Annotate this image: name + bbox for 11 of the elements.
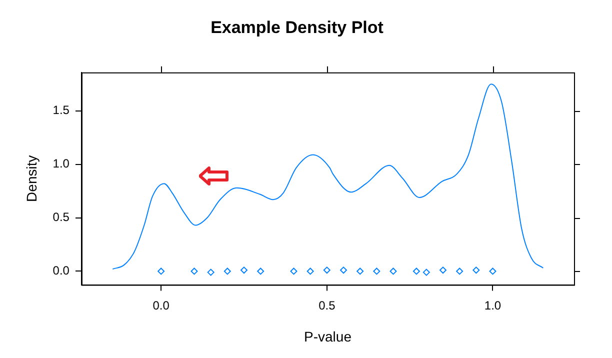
x-tick-label: 0.5 xyxy=(318,298,336,312)
y-tick-label: 1.5 xyxy=(52,103,70,118)
x-tick-label: 1.0 xyxy=(484,298,502,312)
y-tick-label: 1.0 xyxy=(52,156,70,171)
y-tick-label: 0.5 xyxy=(52,210,70,224)
x-tick-label: 0.0 xyxy=(152,298,170,312)
x-axis-title: P-value xyxy=(304,328,352,344)
chart-title: Example Density Plot xyxy=(210,18,384,37)
y-tick-label: 0.0 xyxy=(52,264,70,278)
line-series xyxy=(112,84,544,270)
y-axis-title: Density xyxy=(23,155,40,202)
